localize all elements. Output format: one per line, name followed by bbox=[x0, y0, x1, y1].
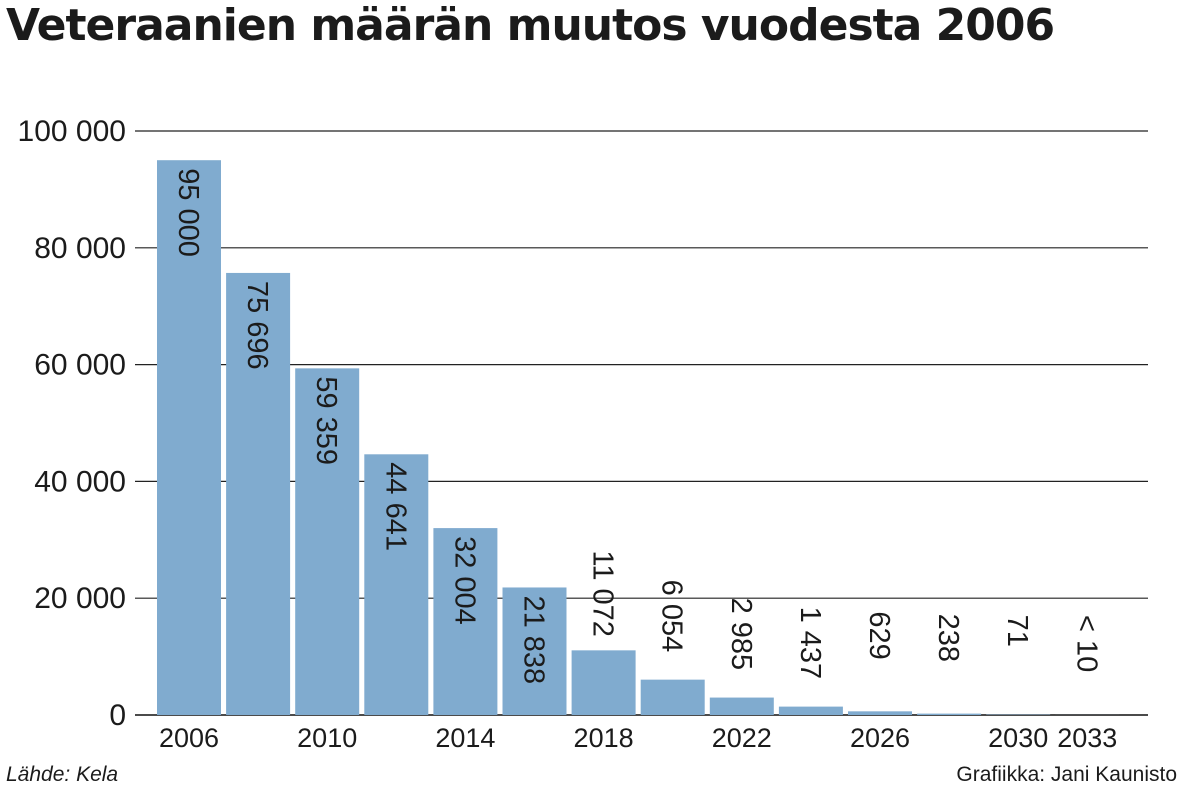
data-label: 32 004 bbox=[448, 536, 480, 625]
bar-2026 bbox=[848, 711, 912, 715]
bar-2016 bbox=[502, 587, 567, 715]
x-tick-label: 2006 bbox=[159, 723, 219, 753]
data-labels: 95 000 75 696 59 359 44 641 32 004 21 838 11 0… bbox=[172, 168, 1102, 684]
graphics-credit: Grafiikka: Jani Kaunisto bbox=[956, 763, 1177, 786]
axis-labels: 0 20 000 40 000 60 000 80 000 100 000 2006 2010… bbox=[18, 115, 1118, 753]
bar-2012 bbox=[364, 454, 429, 715]
bar-2024 bbox=[778, 706, 843, 715]
data-label: 75 696 bbox=[241, 281, 273, 370]
y-tick-label: 60 000 bbox=[34, 349, 126, 382]
data-label: 2 985 bbox=[725, 598, 757, 671]
data-label: 44 641 bbox=[379, 462, 411, 551]
bars bbox=[157, 160, 1120, 715]
chart-title: Veteraanien määrän muutos vuodesta 2006 bbox=[6, 0, 1055, 51]
x-tick-label: 2018 bbox=[574, 723, 634, 753]
x-tick-label: 2033 bbox=[1057, 723, 1117, 753]
data-label: 1 437 bbox=[794, 607, 826, 680]
x-tick-label: 2026 bbox=[850, 723, 910, 753]
y-tick-label: 100 000 bbox=[18, 115, 126, 148]
bar-2008 bbox=[226, 272, 291, 715]
x-tick-label: 2014 bbox=[435, 723, 495, 753]
y-tick-label: 0 bbox=[109, 699, 126, 732]
data-label: 238 bbox=[932, 614, 964, 662]
data-label: < 10 bbox=[1070, 615, 1102, 672]
data-label: 6 054 bbox=[656, 580, 688, 653]
bar-2006 bbox=[157, 160, 221, 715]
x-tick-label: 2022 bbox=[712, 723, 772, 753]
bar-2014 bbox=[433, 528, 498, 715]
y-tick-label: 80 000 bbox=[34, 232, 126, 265]
data-label: 95 000 bbox=[172, 168, 204, 257]
y-tick-label: 20 000 bbox=[34, 582, 126, 615]
bar-2010 bbox=[295, 368, 360, 715]
y-tick-label: 40 000 bbox=[34, 465, 126, 498]
bar-2020 bbox=[640, 679, 705, 715]
data-label: 59 359 bbox=[310, 376, 342, 465]
x-tick-label: 2010 bbox=[297, 723, 357, 753]
data-label: 629 bbox=[863, 611, 895, 659]
x-tick-label: 2030 bbox=[988, 723, 1048, 753]
bar-2022 bbox=[709, 697, 774, 715]
data-label: 71 bbox=[1001, 615, 1033, 647]
source-note: Lähde: Kela bbox=[6, 763, 119, 786]
data-label: 21 838 bbox=[518, 595, 550, 684]
data-label: 11 072 bbox=[587, 550, 619, 637]
bar-2018 bbox=[571, 650, 636, 715]
bar-2028 bbox=[917, 713, 982, 715]
